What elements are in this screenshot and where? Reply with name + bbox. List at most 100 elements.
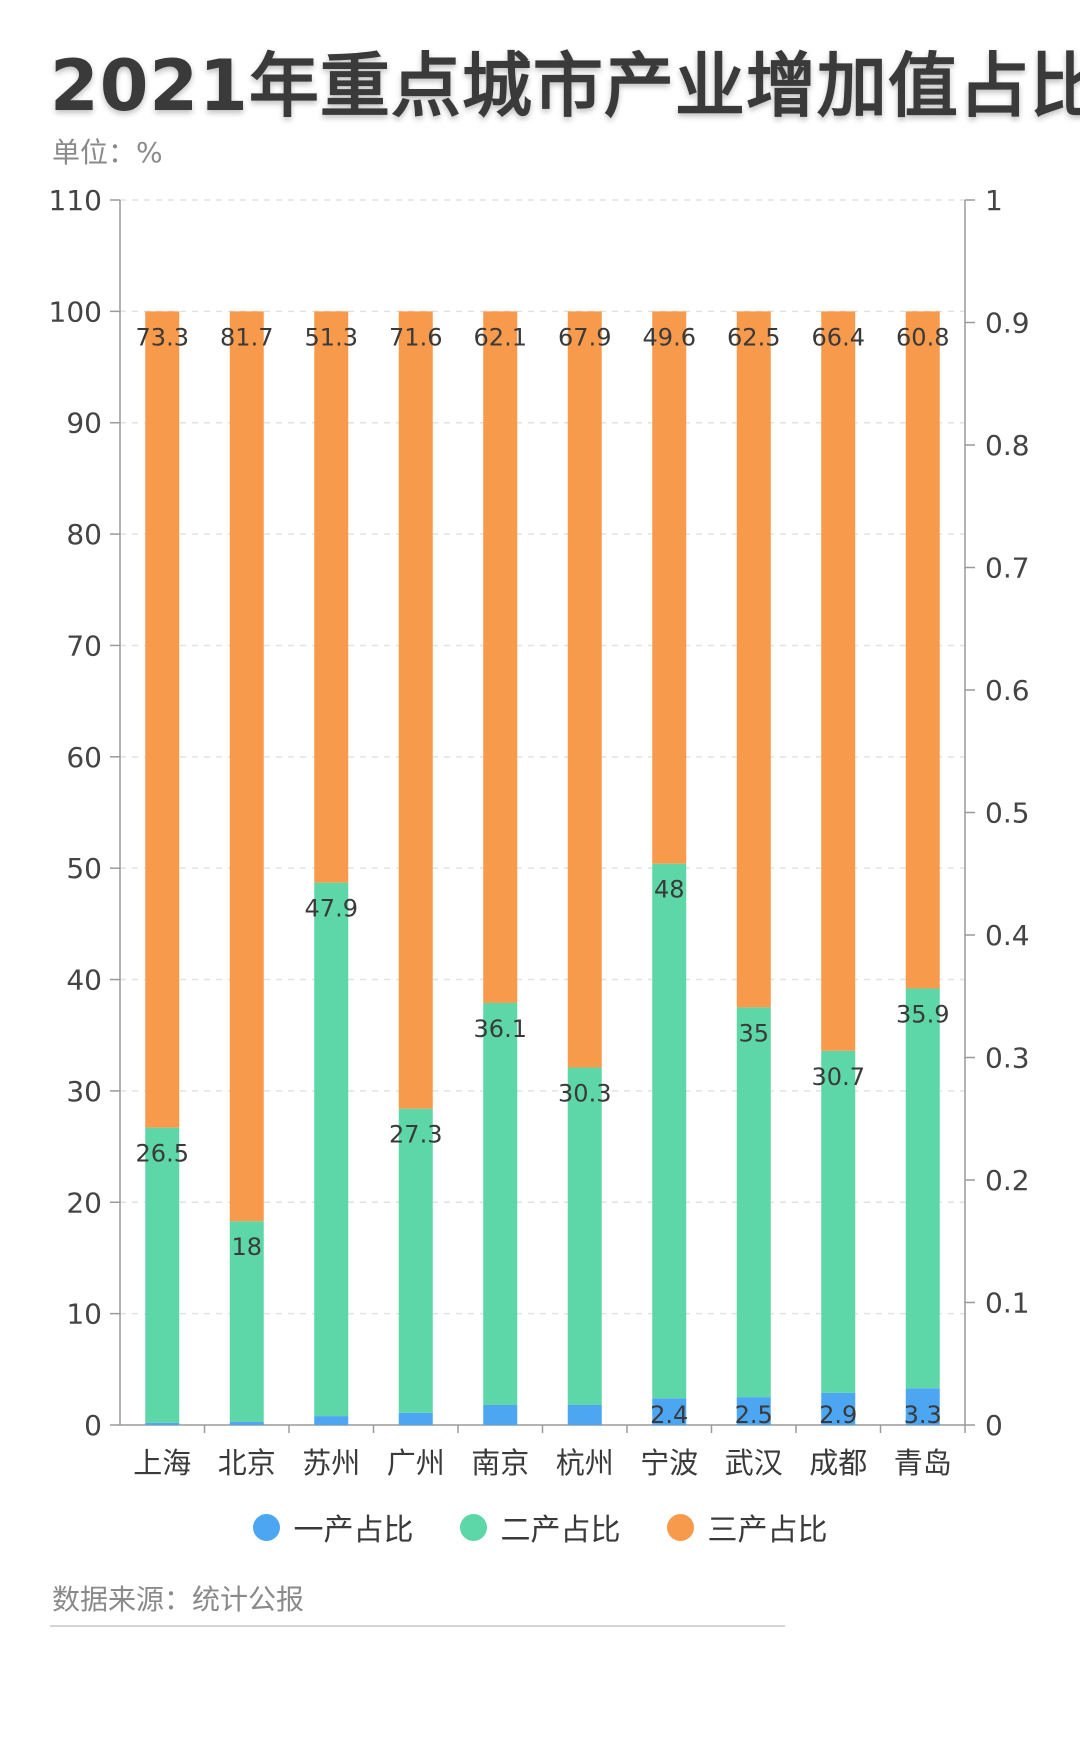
x-tick-label: 南京	[471, 1446, 529, 1480]
x-tick-label: 武汉	[725, 1446, 783, 1480]
bar-1-4	[483, 1002, 518, 1405]
data-label-secondary: 18	[231, 1233, 262, 1261]
data-label-secondary: 30.7	[812, 1063, 865, 1091]
y-left-tick-label: 50	[66, 852, 102, 885]
data-label-secondary: 35	[738, 1019, 769, 1047]
y-left-tick-label: 20	[66, 1186, 102, 1219]
x-tick-label: 杭州	[556, 1446, 614, 1480]
y-left-tick-label: 0	[84, 1409, 102, 1442]
bar-1-6	[652, 863, 687, 1399]
bar-2-0	[145, 311, 180, 1128]
stacked-bar-chart: 0 10 20 30 40 50 60 70 80 90 100 110 0 0.1 0.2 0.3 0.4 0.…	[49, 184, 1030, 1480]
x-tick-label: 成都	[809, 1446, 867, 1480]
data-label-primary: 2.9	[819, 1401, 857, 1429]
bar-1-2	[314, 882, 349, 1417]
x-tick-label: 上海	[133, 1446, 191, 1480]
y-right-tick-label: 1	[985, 184, 1003, 217]
data-label-secondary: 26.5	[136, 1140, 189, 1168]
footer-divider	[50, 1625, 785, 1627]
data-label-secondary: 35.9	[896, 1000, 949, 1028]
x-tick-label: 广州	[387, 1446, 445, 1480]
y-right-tick-label: 0.3	[985, 1042, 1030, 1075]
bar-2-8	[821, 311, 856, 1051]
x-tick-label: 北京	[218, 1446, 276, 1480]
y-left-tick-label: 60	[66, 741, 102, 774]
bar-0-3	[398, 1412, 433, 1425]
y-left-tick-label: 100	[49, 295, 102, 328]
unit-label: 单位：%	[52, 136, 163, 169]
data-label-tertiary: 62.5	[727, 323, 780, 351]
data-label-tertiary: 62.1	[474, 323, 527, 351]
data-label-primary: 2.4	[650, 1401, 688, 1429]
y-left-tick-label: 10	[66, 1298, 102, 1331]
y-right-tick-label: 0	[985, 1409, 1003, 1442]
bar-2-1	[229, 311, 264, 1222]
x-tick-label: 宁波	[640, 1446, 698, 1480]
data-label-secondary: 48	[654, 876, 685, 904]
legend-label: 三产占比	[707, 1513, 828, 1548]
bar-1-7	[736, 1007, 771, 1398]
legend: 一产占比 二产占比 三产占比	[0, 1505, 1080, 1549]
bar-2-6	[652, 311, 687, 864]
y-right-tick-label: 0.8	[985, 429, 1030, 462]
bar-1-5	[567, 1067, 602, 1405]
data-label-tertiary: 66.4	[812, 323, 865, 351]
x-tick-label: 青岛	[894, 1446, 952, 1480]
bar-1-3	[398, 1108, 433, 1413]
legend-label: 一产占比	[293, 1513, 414, 1548]
bar-0-5	[567, 1404, 602, 1425]
legend-dot	[666, 1513, 694, 1541]
data-label-secondary: 27.3	[389, 1121, 442, 1149]
data-label-tertiary: 73.3	[136, 323, 189, 351]
data-label-secondary: 30.3	[558, 1080, 611, 1108]
y-right-tick-label: 0.2	[985, 1164, 1030, 1197]
data-label-tertiary: 71.6	[389, 323, 442, 351]
y-left-tick-label: 70	[66, 629, 102, 662]
y-left-tick-label: 30	[66, 1075, 102, 1108]
x-tick-label: 苏州	[302, 1446, 360, 1480]
bar-0-1	[229, 1421, 264, 1425]
bar-2-7	[736, 311, 771, 1008]
y-right-tick-label: 0.1	[985, 1287, 1030, 1320]
bar-0-2	[314, 1416, 349, 1425]
legend-item: 三产占比	[666, 1505, 828, 1549]
bar-0-0	[145, 1422, 180, 1425]
data-label-tertiary: 49.6	[643, 323, 696, 351]
bar-0-4	[483, 1404, 518, 1425]
data-label-tertiary: 81.7	[220, 323, 273, 351]
y-left-tick-label: 90	[66, 407, 102, 440]
bar-1-1	[229, 1221, 264, 1422]
y-right-tick-label: 0.6	[985, 674, 1030, 707]
data-label-tertiary: 51.3	[305, 323, 358, 351]
y-right-tick-label: 0.5	[985, 797, 1030, 830]
legend-item: 一产占比	[252, 1505, 414, 1549]
bar-1-9	[905, 988, 940, 1389]
bar-1-0	[145, 1127, 180, 1423]
bar-2-3	[398, 311, 433, 1109]
bar-2-4	[483, 311, 518, 1003]
chart-title: 2021年重点城市产业增加值占比	[50, 45, 1080, 127]
y-left-tick-label: 40	[66, 964, 102, 997]
legend-item: 二产占比	[459, 1505, 621, 1549]
bar-2-5	[567, 311, 602, 1068]
data-label-tertiary: 60.8	[896, 323, 949, 351]
y-left-tick-label: 80	[66, 518, 102, 551]
legend-dot	[252, 1513, 280, 1541]
data-label-tertiary: 67.9	[558, 323, 611, 351]
bar-0-8	[821, 1392, 856, 1425]
data-label-secondary: 47.9	[305, 895, 358, 923]
legend-label: 二产占比	[500, 1513, 621, 1548]
y-left-tick-label: 110	[49, 184, 102, 217]
bar-1-8	[821, 1050, 856, 1393]
bar-0-9	[905, 1388, 940, 1425]
legend-dot	[459, 1513, 487, 1541]
bar-0-6	[652, 1398, 687, 1425]
data-label-primary: 3.3	[904, 1401, 942, 1429]
y-right-tick-label: 0.7	[985, 552, 1030, 585]
bar-2-2	[314, 311, 349, 883]
y-right-tick-label: 0.4	[985, 919, 1030, 952]
y-right-tick-label: 0.9	[985, 307, 1030, 340]
data-label-primary: 2.5	[735, 1401, 773, 1429]
data-label-secondary: 36.1	[474, 1015, 527, 1043]
bar-2-9	[905, 311, 940, 989]
